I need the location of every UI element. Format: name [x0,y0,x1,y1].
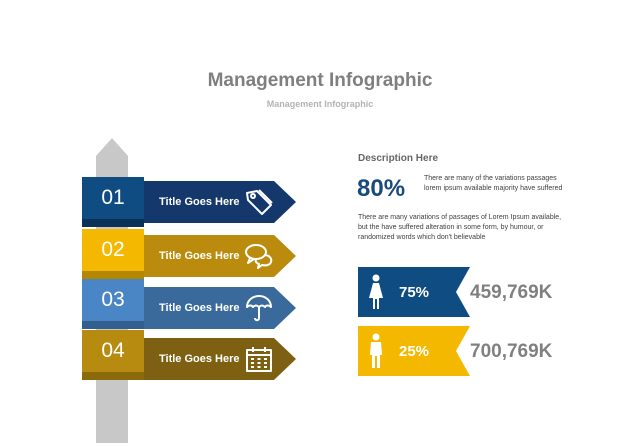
stat-2-value: 700,769K [470,341,553,362]
description-paragraph: There are many variations of passages of… [358,214,562,241]
step-4-number: 04 [82,330,144,372]
step-2-badge-shadow [82,271,144,279]
page-title: Management Infographic [207,70,433,91]
male-icon [370,333,382,368]
step-3-badge-shadow [82,321,144,329]
description-heading: Description Here [358,153,439,164]
step-2-number: 02 [82,229,144,271]
highlight-percent: 80% [357,175,406,202]
tag-icon [246,189,273,215]
step-3-number: 03 [82,279,144,321]
pole-tip [96,138,128,160]
step-4-badge-shadow [82,372,144,380]
step-3-title: Title Goes Here [159,302,240,314]
stat-1-percent: 75% [399,283,430,301]
umbrella-icon [246,295,272,322]
calendar-icon [246,347,272,372]
page-subtitle: Management Infographic [266,99,374,109]
step-1-title: Title Goes Here [159,196,240,208]
step-4-title: Title Goes Here [159,353,240,365]
chat-bubbles-icon [245,244,273,269]
step-1-number: 01 [82,177,144,219]
female-icon [369,274,383,309]
stat-1-value: 459,769K [470,282,553,303]
highlight-text: There are many of the variations passage… [424,175,563,192]
stat-2-banner [358,326,470,376]
stat-2-percent: 25% [399,342,430,360]
step-2-title: Title Goes Here [159,250,240,262]
step-1-badge-shadow [82,219,144,227]
stat-1-banner [358,267,470,317]
